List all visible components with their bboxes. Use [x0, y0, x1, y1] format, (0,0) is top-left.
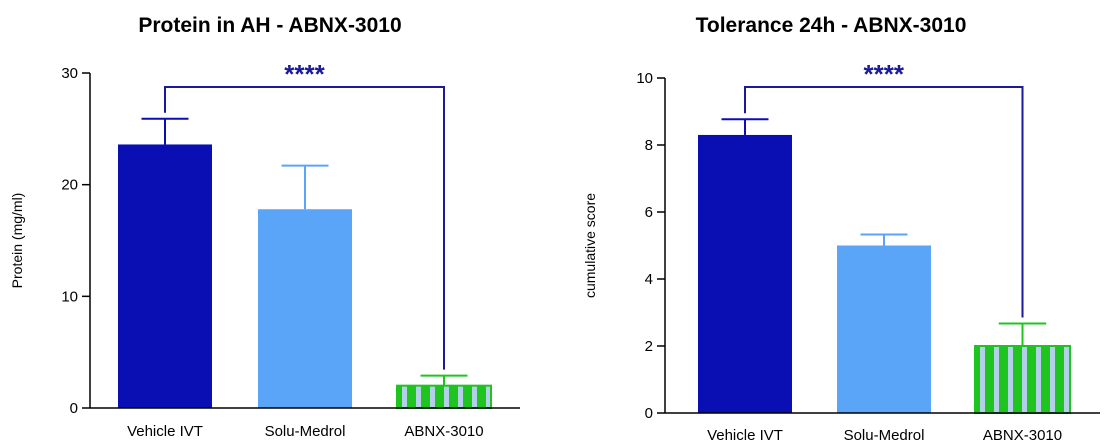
chart-tolerance-svg: Vehicle IVT Solu-Medrol ABNX-3010 0 2 4 6 8 10 cu… — [582, 59, 1100, 443]
significance-label: **** — [284, 59, 325, 89]
chart-protein-svg: Vehicle IVT Solu-Medrol ABNX-3010 0 10 20 30 Pr… — [9, 59, 520, 440]
y-tick-label: 4 — [645, 271, 653, 288]
x-tick-label: Vehicle IVT — [127, 423, 203, 440]
significance-bracket — [164, 86, 445, 370]
bar-vehicle-ivt — [118, 144, 212, 408]
chart-title: Tolerance 24h - ABNX-3010 — [695, 14, 967, 37]
bar-solu-medrol — [258, 209, 352, 408]
y-tick-label: 10 — [636, 70, 653, 87]
bar-vehicle-ivt — [698, 134, 792, 413]
y-axis-label: Protein (mg/ml) — [9, 193, 25, 289]
significance-bracket — [744, 86, 1024, 318]
x-tick-label: Solu-Medrol — [844, 427, 925, 443]
x-tick-label: Vehicle IVT — [707, 427, 783, 443]
y-tick-label: 6 — [645, 204, 653, 221]
y-tick-label: 2 — [645, 338, 653, 355]
chart-panel-protein: Protein in AH - ABNX-3010 Vehicle IVT Sol… — [0, 0, 540, 443]
bar-abnx-3010 — [396, 384, 492, 409]
bar-abnx-3010 — [974, 345, 1071, 414]
chart-title: Protein in AH - ABNX-3010 — [138, 14, 402, 37]
chart-panel-tolerance: Tolerance 24h - ABNX-3010 Vehicle IVT Sol… — [555, 0, 1107, 443]
x-tick-label: ABNX-3010 — [983, 427, 1062, 443]
y-tick-label: 0 — [70, 400, 78, 417]
y-tick-label: 20 — [61, 177, 78, 194]
x-tick-label: Solu-Medrol — [265, 423, 346, 440]
significance-label: **** — [864, 59, 905, 89]
x-tick-label: ABNX-3010 — [404, 423, 483, 440]
y-tick-label: 8 — [645, 137, 653, 154]
y-axis-label: cumulative score — [582, 193, 598, 298]
y-tick-label: 10 — [61, 288, 78, 305]
bar-solu-medrol — [837, 245, 931, 413]
y-tick-label: 0 — [645, 405, 653, 422]
y-tick-label: 30 — [61, 65, 78, 82]
